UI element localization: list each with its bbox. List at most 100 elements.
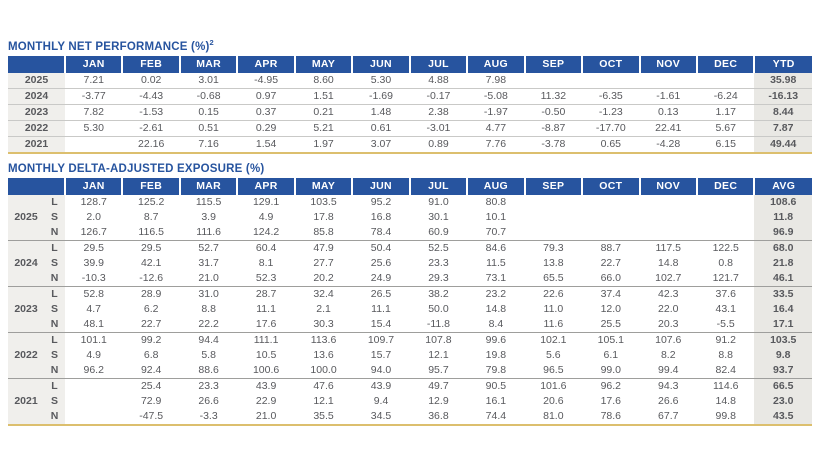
lsn-label: N	[44, 224, 65, 241]
corner-cell	[8, 55, 65, 73]
value-cell: 88.6	[198, 363, 219, 376]
value-cell: 29.5	[140, 241, 162, 254]
value-cell	[65, 409, 122, 425]
value-cell: 91.2	[715, 333, 736, 346]
value-cell: 20.3	[658, 317, 679, 330]
table-row: N 48.1 22.7 22.2 17.6 30.3 15.4 -11.8 8.4 11.6 25.…	[8, 316, 812, 333]
value-cell: 38.2	[428, 287, 449, 300]
value-cell: 32.4	[313, 287, 334, 300]
value-cell: 96.2	[600, 379, 622, 392]
value-cell: -4.95	[254, 73, 279, 86]
value-cell: 79.3	[543, 241, 564, 254]
value-cell: -3.77	[81, 89, 106, 102]
value-cell: 17.6	[255, 317, 277, 330]
value-cell: 3.07	[370, 137, 392, 150]
value-cell: 7.82	[83, 105, 104, 118]
value-cell: 6.2	[143, 302, 159, 315]
month-header: APR	[236, 177, 295, 195]
value-cell: 52.3	[255, 271, 277, 284]
month-header: JUN	[351, 55, 410, 73]
value-cell: 7.76	[485, 137, 507, 150]
value-cell	[582, 73, 639, 89]
value-cell: 0.97	[255, 89, 277, 102]
value-cell: 0.65	[600, 137, 622, 150]
value-cell: 17.6	[600, 394, 622, 407]
value-cell: 80.8	[485, 195, 507, 208]
value-cell: 128.7	[80, 195, 107, 208]
table-row: N -47.5 -3.3 21.0 35.5 34.5 36.8 74.4 81.0 78.6 67…	[8, 408, 812, 425]
value-cell: 13.8	[543, 256, 564, 269]
value-cell: 60.4	[255, 241, 277, 254]
value-cell: -0.17	[426, 89, 451, 102]
value-cell: 11.6	[543, 317, 564, 330]
month-header: JAN	[63, 55, 123, 73]
net-performance-body: 2025 7.21 0.02 3.01 -4.95 8.60 5.30 4.88 7.98 35.…	[8, 72, 812, 153]
value-cell: 15.4	[370, 317, 392, 330]
total-header: YTD	[753, 55, 812, 73]
value-cell: -8.87	[541, 121, 566, 134]
value-cell: 14.8	[715, 394, 736, 407]
value-cell: 94.0	[370, 363, 392, 376]
value-cell: 36.8	[428, 409, 449, 422]
value-cell: 43.9	[370, 379, 392, 392]
lsn-label: N	[44, 362, 65, 379]
value-cell: 8.8	[718, 348, 734, 361]
avg-cell: 43.5	[754, 408, 812, 425]
value-cell: 42.1	[140, 256, 162, 269]
value-cell: 91.0	[428, 195, 449, 208]
value-cell: 52.5	[428, 241, 449, 254]
value-cell: 34.5	[370, 409, 392, 422]
value-cell: 24.9	[370, 271, 392, 284]
value-cell: 16.1	[485, 394, 507, 407]
value-cell: 0.21	[313, 105, 334, 118]
value-cell: 39.9	[83, 256, 104, 269]
value-cell: 116.5	[138, 225, 164, 238]
value-cell: 105.1	[597, 333, 624, 346]
value-cell: 11.1	[371, 302, 391, 315]
value-cell	[640, 225, 697, 241]
value-cell: 122.5	[712, 241, 739, 254]
total-header: AVG	[753, 177, 812, 195]
value-cell: 125.2	[138, 195, 165, 208]
value-cell: 26.5	[370, 287, 392, 300]
ytd-cell: -16.13	[754, 88, 812, 105]
corner-cell	[8, 177, 65, 195]
value-cell: 124.2	[252, 225, 280, 238]
value-cell: 99.6	[485, 333, 507, 346]
value-cell: -12.6	[139, 271, 164, 284]
value-cell: 4.77	[485, 121, 507, 134]
table-row: 2021 22.16 7.16 1.54 1.97 3.07 0.89 7.76 -3.78 0.…	[8, 136, 812, 153]
value-cell: 65.5	[543, 271, 564, 284]
value-cell: 22.2	[198, 317, 219, 330]
value-cell: 78.6	[600, 409, 622, 422]
value-cell: 88.7	[600, 241, 622, 254]
value-cell	[65, 394, 122, 409]
month-header: JAN	[63, 177, 123, 195]
lsn-label: S	[44, 209, 65, 225]
value-cell: 1.48	[370, 105, 392, 118]
value-cell: 5.30	[83, 121, 104, 134]
footnote-marker: 2	[209, 38, 214, 47]
value-cell	[525, 210, 582, 225]
value-cell: 7.98	[485, 73, 507, 86]
year-label: 2021	[8, 378, 44, 425]
value-cell: 102.7	[655, 271, 682, 284]
value-cell: 22.7	[140, 317, 162, 330]
value-cell: 4.7	[86, 302, 102, 315]
value-cell: 2.1	[316, 302, 331, 315]
month-header: MAR	[178, 55, 238, 73]
value-cell: 50.4	[370, 241, 392, 254]
value-cell: 29.5	[83, 241, 104, 254]
value-cell: 6.15	[715, 137, 736, 150]
value-cell: 11.1	[256, 302, 276, 315]
value-cell: 16.8	[370, 210, 392, 223]
value-cell: 8.7	[143, 210, 159, 223]
value-cell: 3.9	[201, 210, 216, 223]
value-cell	[582, 210, 639, 225]
value-cell: 12.0	[600, 302, 622, 315]
value-cell: 14.8	[658, 256, 679, 269]
value-cell: 52.8	[83, 287, 104, 300]
value-cell: 42.3	[658, 287, 679, 300]
value-cell: 114.6	[712, 379, 739, 392]
value-cell: -4.43	[139, 89, 164, 102]
